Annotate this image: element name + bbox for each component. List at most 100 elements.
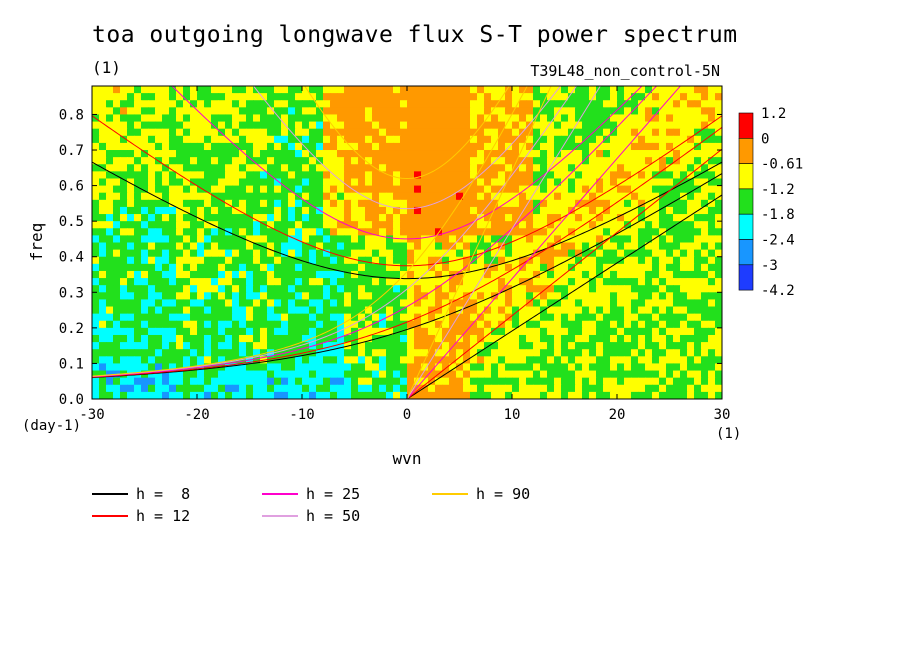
heatmap-cell bbox=[596, 185, 604, 194]
heatmap-cell bbox=[666, 278, 674, 286]
heatmap-cell bbox=[568, 192, 576, 201]
heatmap-cell bbox=[239, 370, 247, 379]
heatmap-cell bbox=[211, 86, 219, 94]
heatmap-cell bbox=[498, 334, 506, 343]
heatmap-cell bbox=[463, 370, 471, 379]
heatmap-cell bbox=[204, 135, 212, 144]
heatmap-cell bbox=[540, 164, 548, 172]
heatmap-cell bbox=[638, 299, 646, 308]
heatmap-cell bbox=[435, 135, 443, 144]
heatmap-cell bbox=[211, 384, 219, 393]
heatmap-cell bbox=[120, 171, 128, 180]
heatmap-cell bbox=[645, 171, 653, 180]
heatmap-cell bbox=[428, 185, 436, 194]
heatmap-cell bbox=[463, 114, 471, 123]
heatmap-cell bbox=[351, 391, 359, 399]
heatmap-cell bbox=[603, 292, 611, 301]
heatmap-cell bbox=[190, 384, 198, 393]
heatmap-cell bbox=[302, 157, 310, 165]
heatmap-cell bbox=[491, 270, 499, 279]
heatmap-cell bbox=[715, 391, 722, 399]
heatmap-cell bbox=[407, 249, 415, 258]
heatmap-cell bbox=[134, 164, 142, 172]
heatmap-cell bbox=[309, 228, 317, 236]
heatmap-cell bbox=[428, 199, 436, 208]
heatmap-cell bbox=[540, 100, 548, 108]
heatmap-cell bbox=[295, 242, 303, 251]
heatmap-cell bbox=[638, 285, 646, 293]
heatmap-cell bbox=[624, 356, 632, 365]
heatmap-cell bbox=[533, 164, 541, 172]
heatmap-cell bbox=[330, 235, 338, 244]
heatmap-cell bbox=[113, 384, 121, 393]
heatmap-cell bbox=[141, 121, 149, 130]
dispersion-curve-h25-kelvin bbox=[406, 86, 682, 399]
heatmap-cell bbox=[540, 86, 548, 94]
heatmap-cell bbox=[337, 185, 345, 194]
heatmap-cell bbox=[540, 292, 548, 301]
heatmap-cell bbox=[379, 235, 387, 244]
heatmap-cell bbox=[232, 178, 240, 187]
heatmap-cell bbox=[435, 356, 443, 365]
heatmap-cell bbox=[218, 199, 226, 208]
heatmap-cell bbox=[456, 285, 464, 293]
heatmap-cell bbox=[547, 121, 555, 130]
heatmap-cell bbox=[631, 292, 639, 301]
heatmap-cell bbox=[589, 313, 597, 322]
heatmap-cell bbox=[484, 107, 492, 116]
heatmap-cell bbox=[491, 86, 499, 94]
heatmap-cell bbox=[218, 192, 226, 201]
heatmap-cell bbox=[246, 235, 254, 244]
heatmap-cell bbox=[624, 377, 632, 386]
heatmap-cell bbox=[715, 157, 722, 165]
heatmap-cell bbox=[99, 142, 107, 151]
heatmap-cell bbox=[442, 235, 450, 244]
heatmap-cell bbox=[407, 356, 415, 365]
heatmap-cell bbox=[715, 185, 722, 194]
heatmap-cell bbox=[589, 327, 597, 336]
heatmap-cell bbox=[568, 356, 576, 365]
heatmap-cell bbox=[253, 107, 261, 116]
heatmap-cell bbox=[575, 221, 583, 229]
heatmap-cell bbox=[316, 384, 324, 393]
heatmap-cell bbox=[190, 192, 198, 201]
heatmap-cell bbox=[274, 164, 282, 172]
heatmap-cell bbox=[141, 327, 149, 336]
heatmap-cell bbox=[414, 93, 422, 101]
heatmap-cell bbox=[190, 256, 198, 265]
heatmap-cell bbox=[400, 128, 408, 137]
heatmap-cell bbox=[589, 206, 597, 215]
heatmap-cell bbox=[99, 228, 107, 236]
heatmap-cell bbox=[540, 93, 548, 101]
heatmap-cell bbox=[120, 150, 128, 158]
heatmap-cell bbox=[148, 285, 156, 293]
heatmap-cell bbox=[134, 256, 142, 265]
heatmap-cell bbox=[134, 285, 142, 293]
heatmap-cell bbox=[260, 384, 268, 393]
heatmap-cell bbox=[680, 242, 688, 251]
heatmap-cell bbox=[253, 185, 261, 194]
heatmap-cell bbox=[708, 86, 716, 94]
heatmap-cell bbox=[463, 327, 471, 336]
heatmap-cell bbox=[491, 114, 499, 123]
heatmap-cell bbox=[687, 121, 695, 130]
heatmap-cell bbox=[106, 114, 114, 123]
heatmap-cell bbox=[176, 313, 184, 322]
heatmap-cell bbox=[141, 199, 149, 208]
heatmap-cell bbox=[218, 327, 226, 336]
heatmap-cell bbox=[526, 377, 534, 386]
heatmap-cell bbox=[239, 185, 247, 194]
heatmap-cell bbox=[183, 128, 191, 137]
heatmap-cell bbox=[323, 185, 331, 194]
heatmap-cell bbox=[211, 263, 219, 272]
heatmap-cell bbox=[596, 370, 604, 379]
heatmap-cell bbox=[540, 349, 548, 357]
heatmap-cell bbox=[92, 235, 100, 244]
heatmap-cell bbox=[281, 107, 289, 116]
heatmap-cell bbox=[232, 263, 240, 272]
heatmap-cell bbox=[491, 100, 499, 108]
heatmap-cell bbox=[526, 235, 534, 244]
heatmap-cell bbox=[155, 214, 163, 222]
heatmap-cell bbox=[554, 93, 562, 101]
heatmap-cell bbox=[344, 327, 352, 336]
